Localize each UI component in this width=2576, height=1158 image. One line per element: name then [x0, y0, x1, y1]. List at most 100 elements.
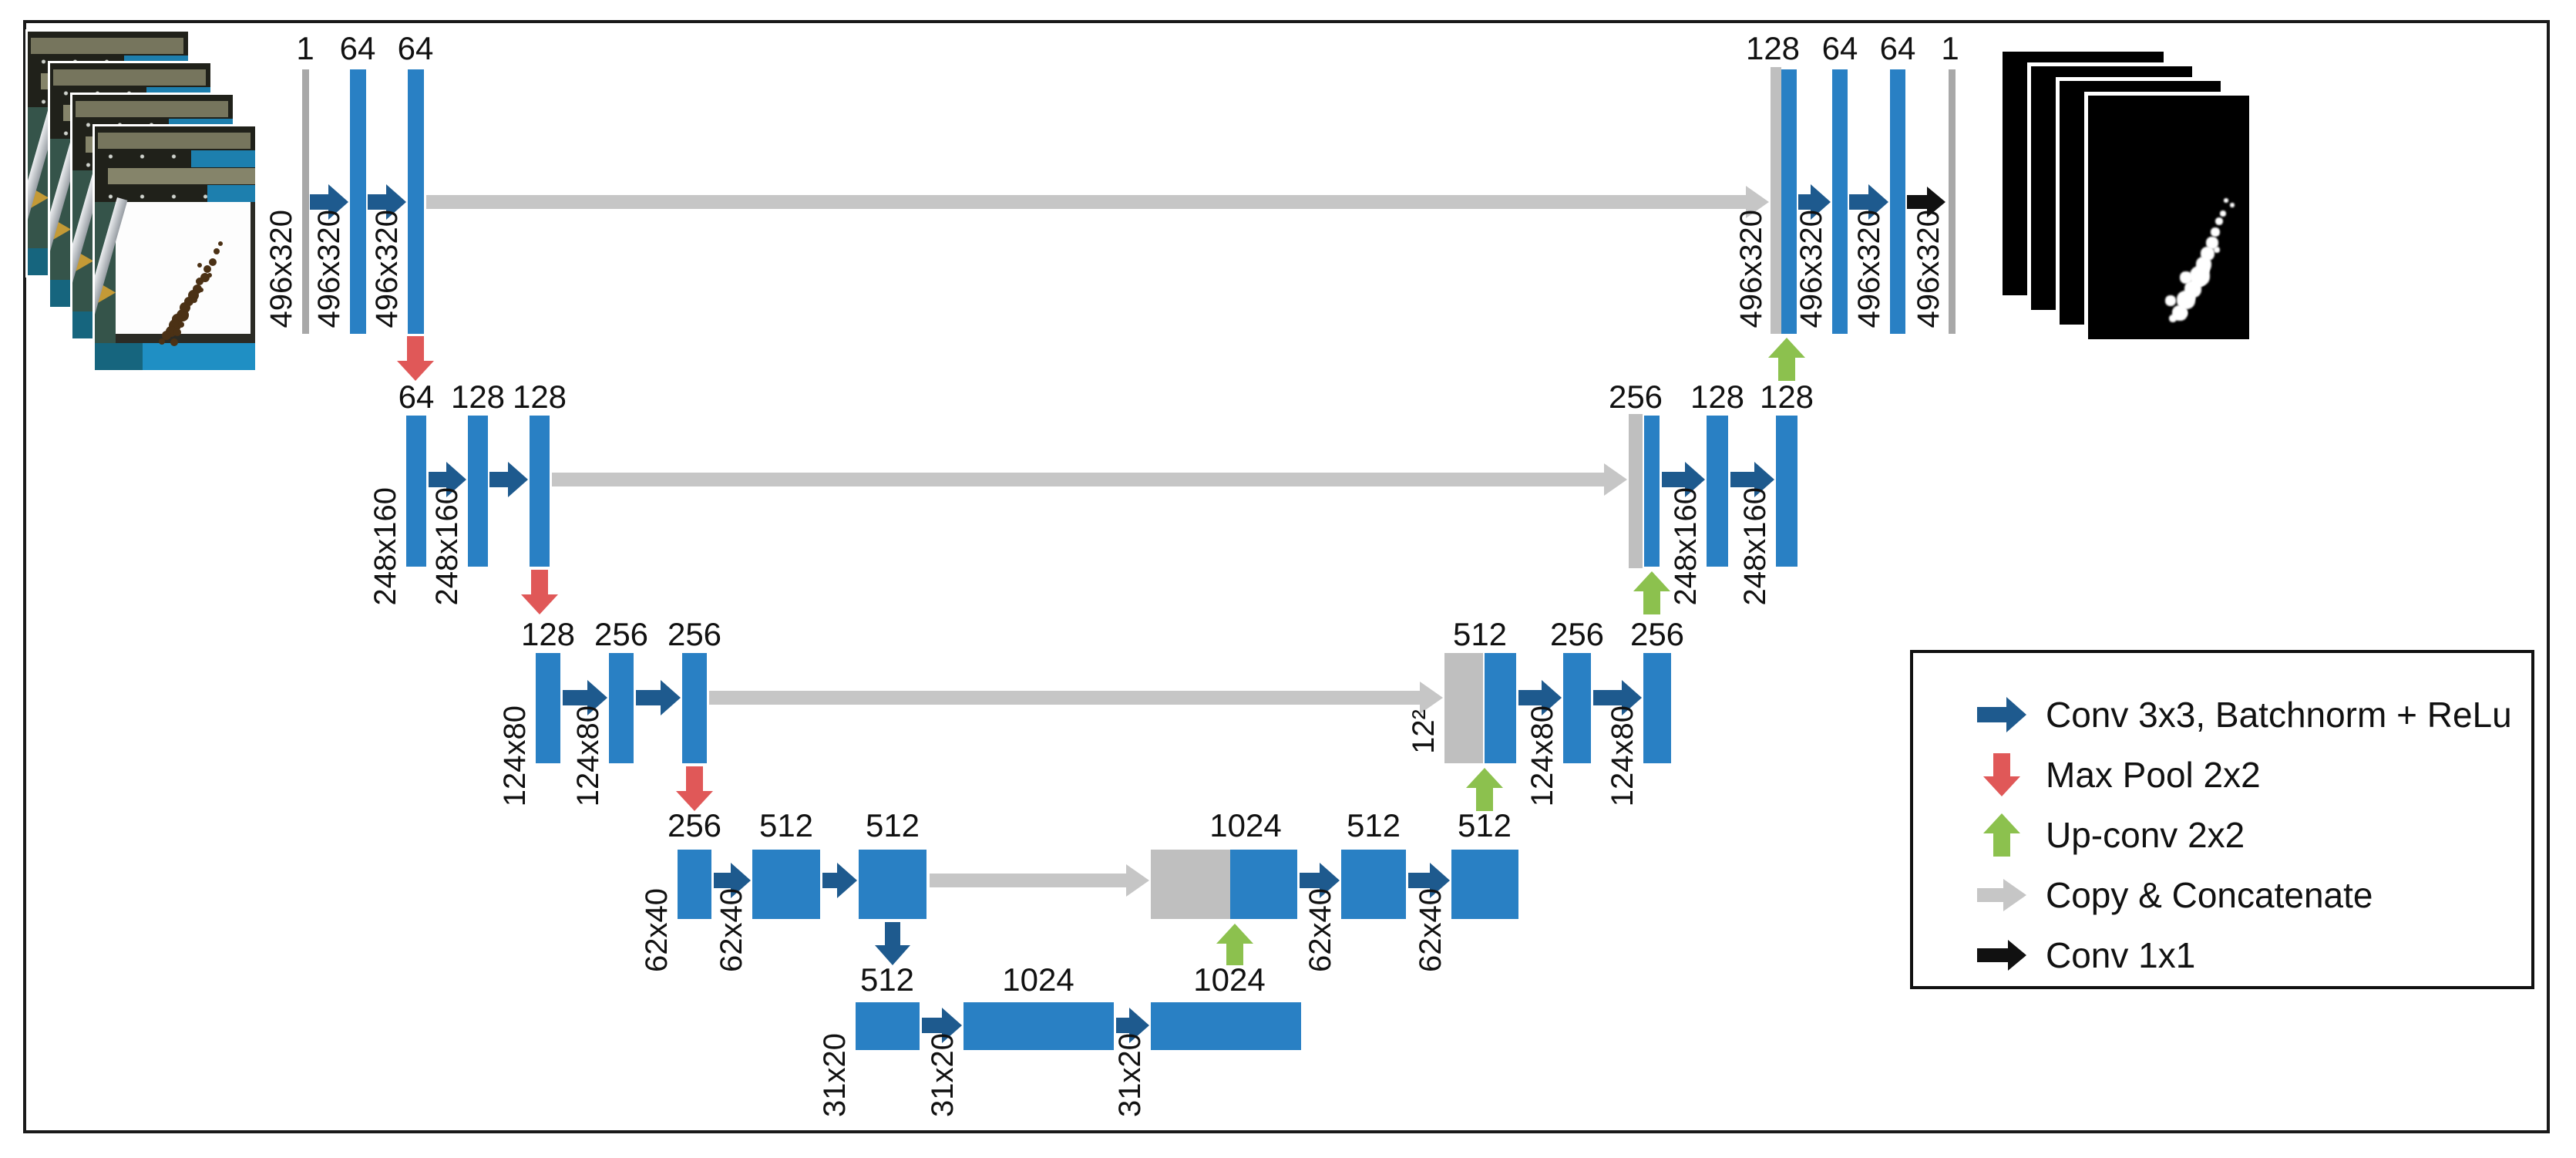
input-photo [92, 124, 257, 372]
channel-count-label: 64 [339, 30, 376, 66]
feature-map-bar [682, 653, 707, 763]
conv-arrow [310, 184, 348, 220]
dimension-label: 31x20 [818, 1033, 852, 1117]
conv-arrow [822, 863, 857, 898]
feature-map-bar [1151, 1002, 1301, 1050]
maxpool-arrow-icon [1983, 753, 2020, 796]
segmentation-blob [2194, 275, 2205, 287]
channel-count-label: 512 [1346, 807, 1401, 843]
legend-item-label: Up-conv 2x2 [2046, 815, 2245, 855]
concatenated-copy-bar [1629, 414, 1643, 568]
maxpool-arrow [521, 570, 558, 614]
feature-map-bar [859, 850, 926, 919]
dimension-label: 31x20 [1113, 1033, 1147, 1117]
feature-map-bar [609, 653, 634, 763]
insect-speckle [196, 277, 204, 285]
feature-map-bar [1451, 850, 1518, 919]
photo-machinery-band [95, 126, 255, 202]
insect-speckle [197, 262, 203, 268]
conv-arrow [368, 184, 406, 220]
channel-count-label: 128 [1745, 30, 1801, 66]
upconv-arrow [1466, 768, 1503, 811]
feature-map-bar [1644, 416, 1660, 567]
dimension-label: 496x320 [264, 210, 298, 328]
channel-count-label: 512 [1457, 807, 1512, 843]
channel-count-label: 128 [1759, 379, 1814, 415]
dimension-label: 124x80 [1525, 705, 1559, 807]
feature-map-bar [1832, 69, 1848, 334]
copy-concatenate-arrow [552, 463, 1627, 496]
dimension-label: 248x160 [1669, 487, 1703, 606]
conv-arrow [1593, 680, 1642, 715]
copy-concatenate-arrow [426, 186, 1769, 218]
insect-speckle [213, 248, 220, 254]
dimension-label: 124x80 [1606, 705, 1639, 807]
photo-beam [53, 69, 206, 86]
conv-arrow [922, 1008, 962, 1043]
feature-map-bar [1781, 69, 1797, 334]
photo-white-window [116, 201, 255, 334]
feature-map-bar [1563, 653, 1591, 763]
feature-map-bar [1890, 69, 1905, 334]
feature-map-bar [752, 850, 820, 919]
channel-count-label: 128 [512, 379, 567, 415]
insect-speckle [203, 265, 212, 274]
feature-map-bar [856, 1002, 920, 1050]
feature-map-bar [963, 1002, 1114, 1050]
channel-count-label: 256 [1629, 616, 1685, 652]
feature-map-bar [1643, 653, 1671, 763]
segmentation-blob [2220, 210, 2227, 217]
channel-count-label: 256 [667, 616, 722, 652]
photo-beam [76, 100, 228, 118]
dimension-label: 62x40 [1414, 888, 1448, 972]
channel-count-label: 128 [520, 616, 576, 652]
segmentation-blob [2201, 246, 2215, 261]
segmentation-blob [2223, 197, 2228, 203]
channel-count-label: 512 [1452, 616, 1508, 652]
feature-map-bar [536, 653, 560, 763]
feature-map-bar [1776, 416, 1797, 567]
dimension-label: 62x40 [1303, 888, 1337, 972]
insect-speckle [218, 241, 224, 246]
legend-item-label: Max Pool 2x2 [2046, 755, 2261, 795]
channel-count-label: 64 [1879, 30, 1916, 66]
conv-arrow [1849, 184, 1888, 220]
conv-arrow [714, 863, 751, 898]
conv-arrow [1300, 863, 1340, 898]
channel-count-label: 64 [1821, 30, 1858, 66]
legend-item-label: Conv 3x3, Batchnorm + ReLu [2046, 695, 2512, 735]
conv-arrow [1798, 184, 1831, 220]
dimension-label: 496x320 [1852, 210, 1886, 328]
photo-frame-bottom [116, 333, 255, 344]
channel-count-label: 256 [594, 616, 649, 652]
conv-arrow [1408, 863, 1450, 898]
dimension-label: 124x80 [498, 705, 532, 807]
segmentation-blob [2180, 271, 2193, 284]
concatenated-copy-bar [1444, 653, 1483, 763]
conv-arrow [489, 462, 528, 497]
dimension-label: 62x40 [715, 888, 748, 972]
channel-count-label: 1 [296, 30, 314, 66]
segmentation-blob [2205, 237, 2218, 250]
insect-speckle [208, 258, 217, 266]
segmentation-blob [2229, 203, 2235, 208]
dimension-label: 248x160 [430, 487, 464, 606]
conv-arrow [1730, 462, 1774, 497]
channel-count-label: 1 [1941, 30, 1959, 66]
dimension-label: 496x320 [1794, 210, 1828, 328]
legend-icons [1977, 697, 2026, 971]
photo-blue-part [190, 150, 255, 167]
upconv-arrow [1216, 924, 1253, 965]
dimension-label: 124x80 [571, 705, 605, 807]
photo-beam [31, 37, 183, 55]
segmentation-blob [2165, 295, 2177, 307]
feature-map-bar [468, 416, 488, 567]
upconv-arrow [1633, 571, 1670, 614]
feature-map-bar [408, 69, 424, 334]
segmentation-blob [2202, 266, 2211, 274]
insect-speckle [173, 328, 181, 337]
conv-arrow [636, 680, 681, 715]
channel-count-label: 64 [398, 379, 435, 415]
